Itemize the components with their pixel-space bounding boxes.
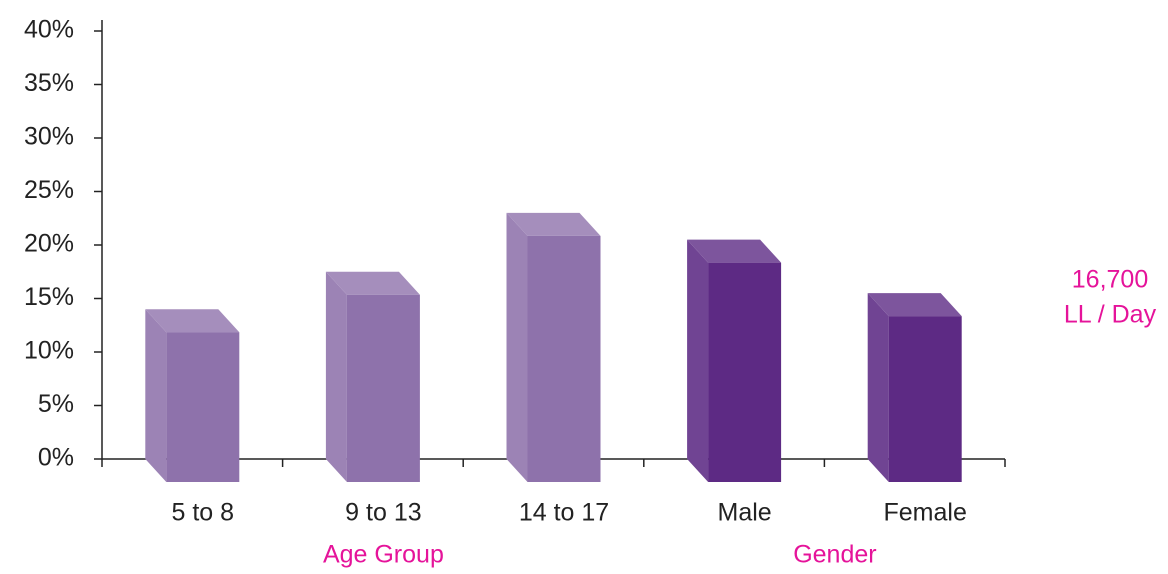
x-tick-label: 5 to 8 (172, 499, 235, 527)
y-tick-label: 30% (24, 123, 74, 151)
group-label: Age Group (323, 541, 444, 569)
bar-side (867, 293, 889, 482)
x-tick-label: 14 to 17 (519, 499, 609, 527)
bar-top (867, 293, 962, 317)
x-tick-label: 9 to 13 (345, 499, 421, 527)
note: LL / Day (1064, 301, 1157, 329)
bar-top (687, 239, 782, 263)
bar (708, 262, 782, 482)
x-tick-label: Female (884, 499, 967, 527)
y-tick-label: 10% (24, 337, 74, 365)
bar (888, 316, 962, 482)
y-tick-label: 40% (24, 16, 74, 44)
bar-top (506, 212, 601, 236)
bar-side (325, 271, 347, 482)
bar-top (145, 309, 240, 333)
bar-side (145, 309, 167, 482)
bar-side (687, 239, 709, 482)
bar (527, 235, 601, 482)
y-tick-label: 0% (38, 444, 74, 472)
y-tick-label: 35% (24, 69, 74, 97)
bar (346, 294, 420, 482)
bar-top (325, 271, 420, 295)
bar (166, 332, 240, 482)
y-tick-label: 25% (24, 176, 74, 204)
bar-side (506, 212, 528, 482)
group-label: Gender (793, 541, 876, 569)
y-tick-label: 20% (24, 230, 74, 258)
y-tick-label: 15% (24, 283, 74, 311)
note: 16,700 (1072, 266, 1148, 294)
y-tick-label: 5% (38, 390, 74, 418)
x-tick-label: Male (718, 499, 772, 527)
